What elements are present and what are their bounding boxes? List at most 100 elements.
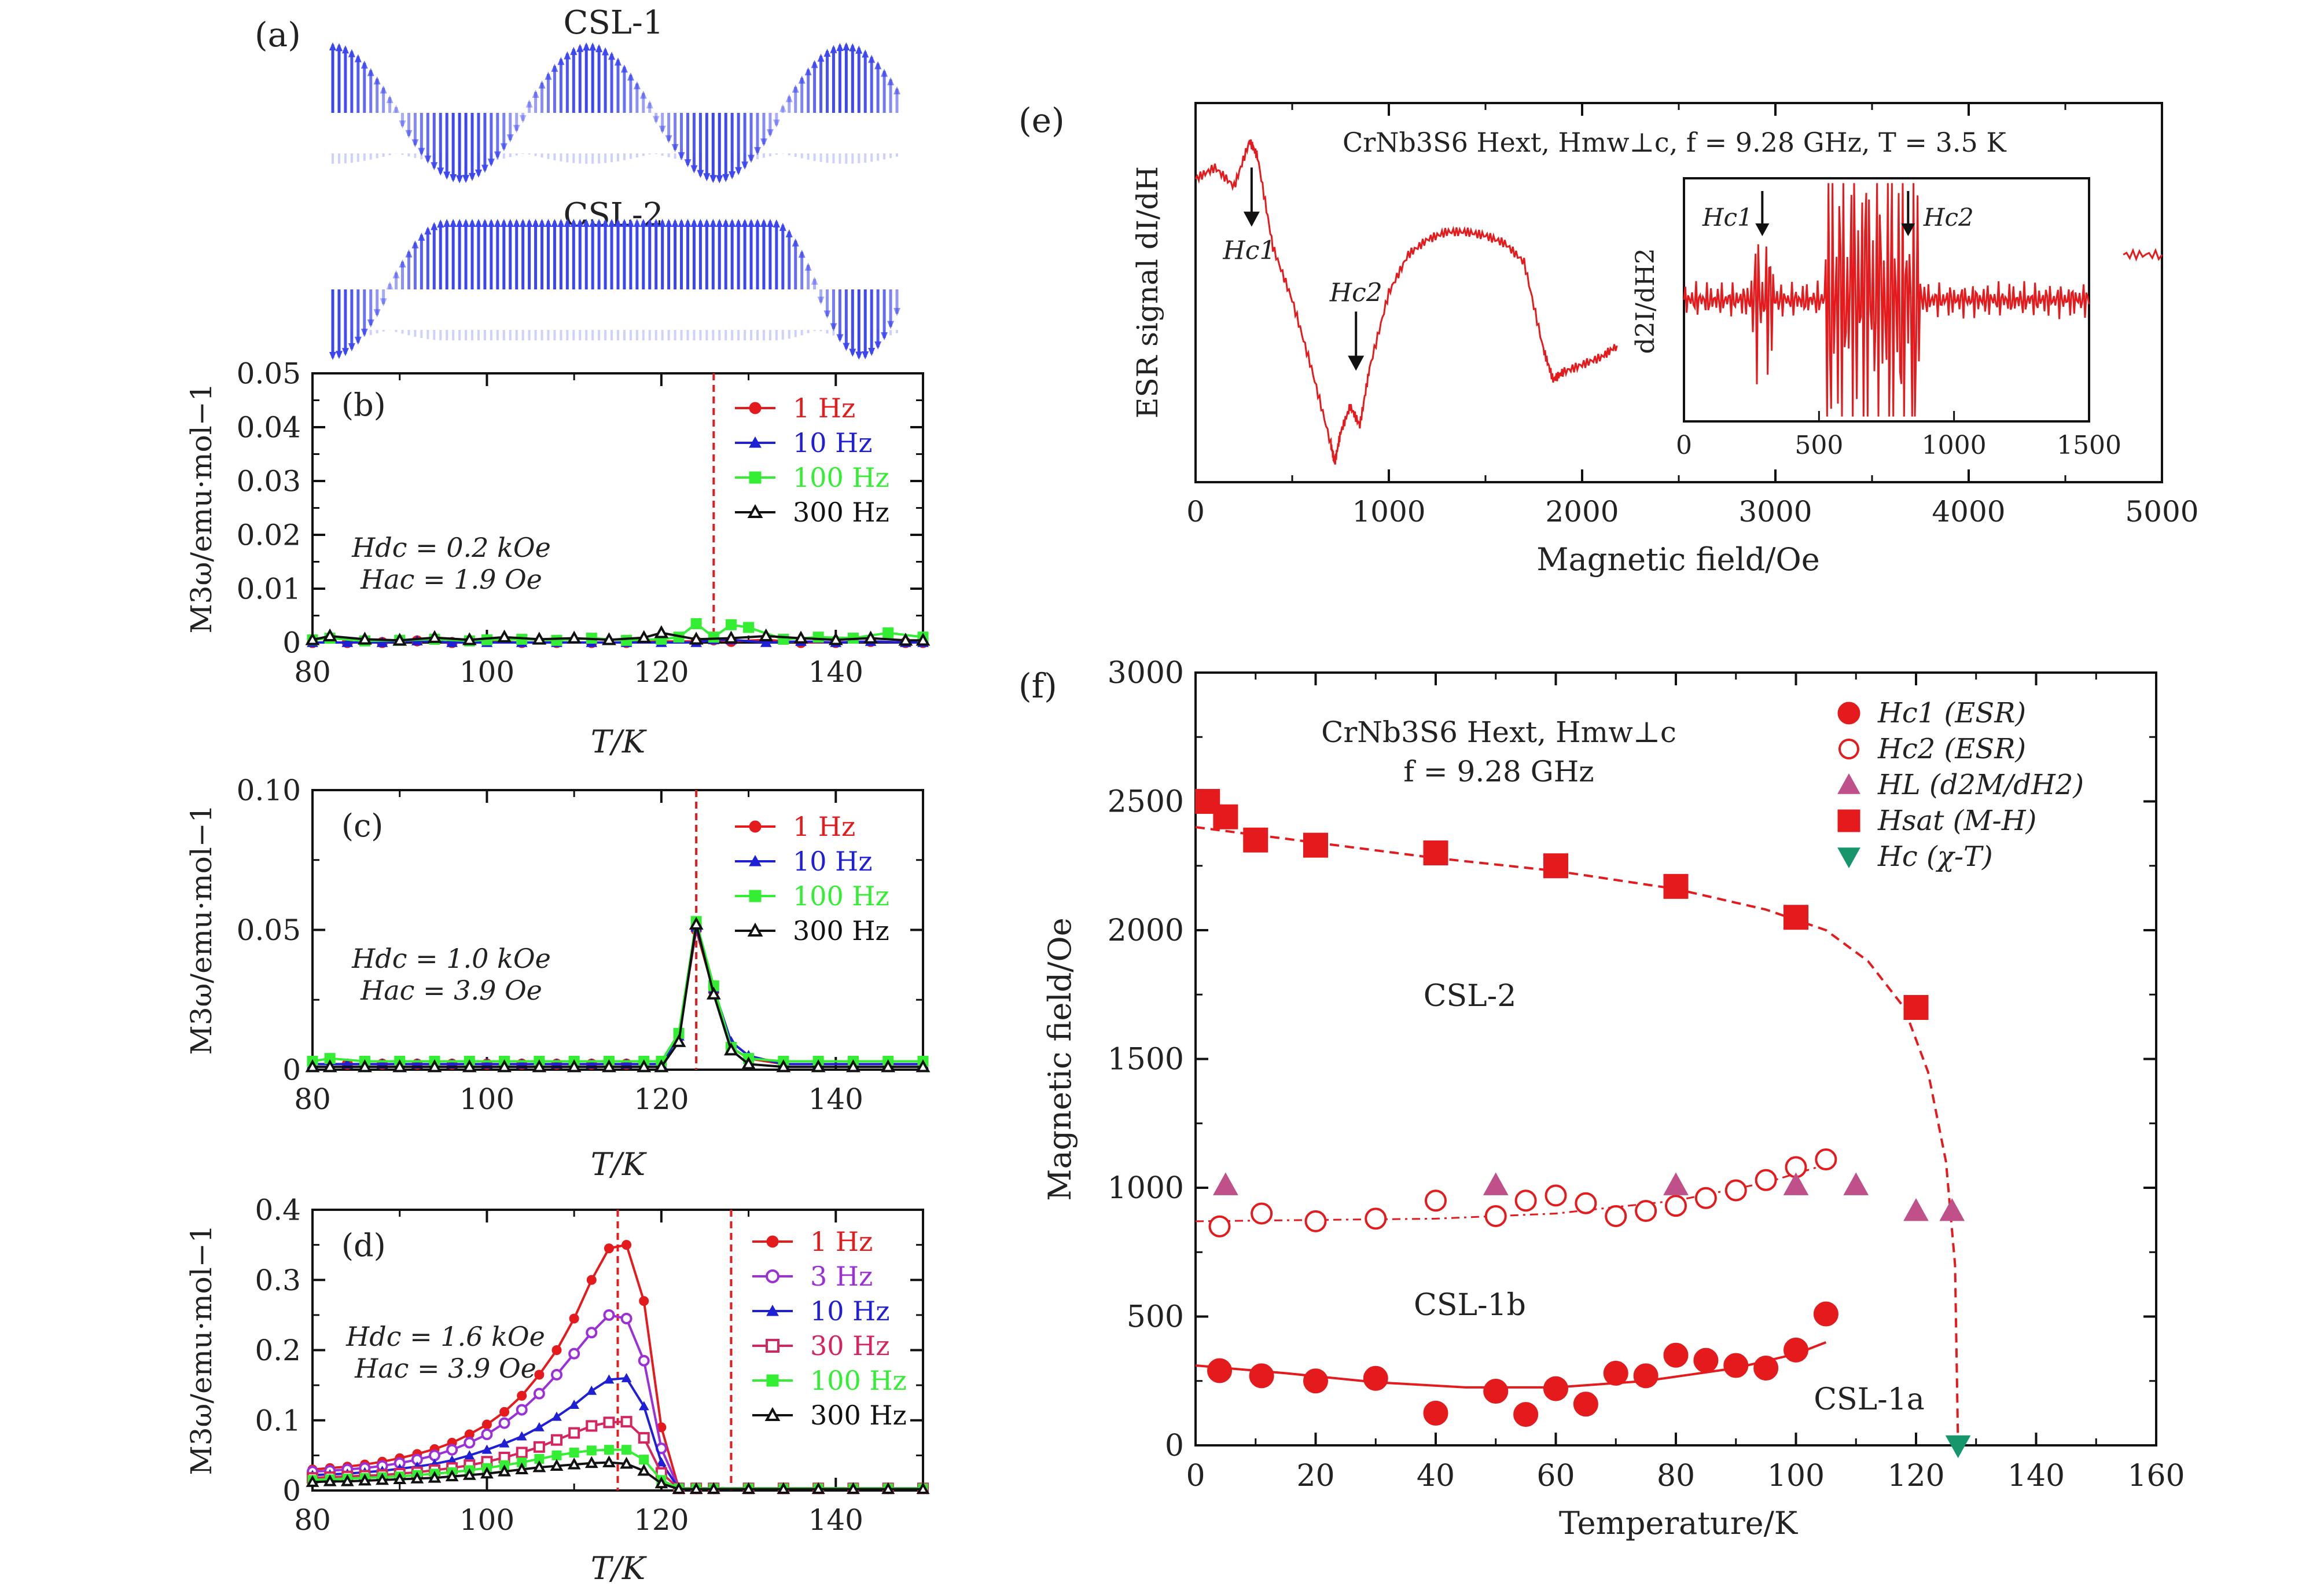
hsat-fit-curve (1195, 826, 1959, 1446)
spin-arrow-head (646, 219, 653, 227)
data-point (706, 986, 721, 1000)
y-tick-label: 3000 (1108, 656, 1184, 691)
panel-f-xlabel: Temperature/K (1559, 1505, 1799, 1541)
x-tick-label: 120 (634, 1503, 689, 1537)
spin-arrow-head (348, 49, 355, 57)
data-point (305, 632, 320, 645)
spin-arrow-head (817, 53, 825, 62)
data-point (637, 1059, 652, 1073)
legend-marker (747, 504, 763, 518)
data-point (777, 1482, 790, 1494)
spin-arrow-head (690, 165, 698, 174)
arrow-head (1348, 355, 1365, 371)
y-tick-label: 500 (1127, 1300, 1184, 1335)
spin-arrow-head (766, 219, 774, 227)
y-tick-label: 0.04 (237, 411, 301, 445)
data-point (638, 1401, 649, 1411)
data-point (481, 1444, 492, 1454)
data-point (708, 632, 719, 643)
spin-arrow-head (849, 43, 856, 52)
data-point (1423, 1400, 1448, 1426)
panel-a-label: (a) (255, 15, 301, 54)
x-tick-label: 120 (1887, 1459, 1944, 1493)
legend-label: 100 Hz (810, 1365, 907, 1396)
panel-b-xlabel: T/K (591, 724, 647, 760)
data-point (532, 1059, 547, 1073)
data-point (1603, 1360, 1628, 1386)
panel-b-ylabel: M3ω/emu·mol−1 (185, 383, 218, 634)
x-tick-label: 100 (459, 1082, 514, 1116)
data-point (533, 1387, 545, 1400)
y-tick-label: 0.01 (237, 572, 301, 606)
data-point (654, 625, 669, 638)
x-tick-label: 160 (2127, 1459, 2185, 1493)
spin-arrow-head (557, 219, 565, 227)
data-point (1208, 1215, 1231, 1238)
data-point (1304, 1210, 1327, 1232)
data-point (812, 632, 824, 643)
spin-arrow-head (392, 270, 400, 278)
spin-arrow-head (405, 130, 413, 138)
esr-trace (2123, 248, 2163, 262)
legend-marker (766, 1339, 779, 1353)
spin-arrow-head (881, 68, 888, 77)
spin-arrow-head (735, 219, 742, 227)
data-point (638, 1354, 650, 1367)
spin-arrow-head (576, 219, 584, 227)
data-point (516, 1447, 528, 1459)
y-tick-label: 0.03 (237, 465, 301, 498)
spin-arrow-head (335, 43, 343, 52)
spin-arrow-head (792, 238, 799, 247)
data-point (1207, 1358, 1232, 1383)
x-tick-label: 2000 (1545, 495, 1619, 528)
y-tick-label: 2500 (1108, 785, 1184, 820)
data-point (1514, 1190, 1537, 1212)
spin-arrow-head (506, 219, 514, 227)
x-tick-label: 5000 (2125, 495, 2198, 528)
panel-d: (d) 80 100 120 140 0 0.1 0.2 0.3 0.4 1 Hz 3 Hz10 … (185, 1194, 930, 1586)
legend-label: 300 Hz (810, 1400, 907, 1431)
spin-arrow-head (716, 175, 723, 183)
data-point (358, 1473, 372, 1486)
spin-arrow-head (722, 174, 730, 182)
data-point (428, 1471, 442, 1483)
spin-arrow-head (456, 175, 464, 183)
spin-arrow-head (748, 155, 755, 163)
data-point (1663, 1172, 1689, 1195)
spin-arrow-head (627, 72, 634, 81)
data-point (1303, 1368, 1328, 1394)
data-point (464, 1450, 475, 1460)
data-point (724, 1042, 738, 1056)
legend-label: 100 Hz (793, 880, 889, 912)
spin-arrow-head (849, 348, 856, 357)
data-point (1575, 1192, 1597, 1214)
data-point (534, 1422, 545, 1431)
spin-arrow-head (760, 219, 767, 227)
legend-label: 3 Hz (810, 1261, 873, 1292)
legend-label: HL (d2M/dH2) (1877, 769, 2084, 801)
data-point (778, 633, 789, 645)
data-point (568, 1348, 580, 1360)
panel-e-ticks: 0 1000 2000 3000 4000 5000 (1186, 103, 2199, 528)
x-tick-label: 0 (1186, 1459, 1205, 1493)
spin-arrow-head (785, 229, 793, 237)
spin-arrow-head (874, 61, 882, 69)
data-point (1635, 1200, 1657, 1222)
spin-arrow-head (893, 86, 900, 95)
data-point (916, 1482, 930, 1494)
csl1-title: CSL-1 (564, 4, 664, 42)
legend-marker (749, 436, 762, 448)
data-point (569, 1448, 579, 1458)
panel-c-annotation-hac: Hac = 3.9 Oe (360, 975, 542, 1006)
spin-arrow-head (836, 334, 844, 343)
inset-arrow-label-Hc2: Hc2 (1923, 203, 1974, 232)
spin-arrow-head (614, 219, 622, 227)
legend-label: 10 Hz (810, 1295, 890, 1327)
spin-arrow-head (519, 219, 527, 227)
panel-b-annotation-hac: Hac = 1.9 Oe (360, 564, 542, 595)
y-tick-label: 0 (282, 1053, 301, 1087)
data-point (689, 916, 704, 930)
x-tick-label: 140 (808, 655, 863, 689)
spin-arrow-head (868, 54, 876, 63)
spin-arrow-head (862, 351, 869, 360)
